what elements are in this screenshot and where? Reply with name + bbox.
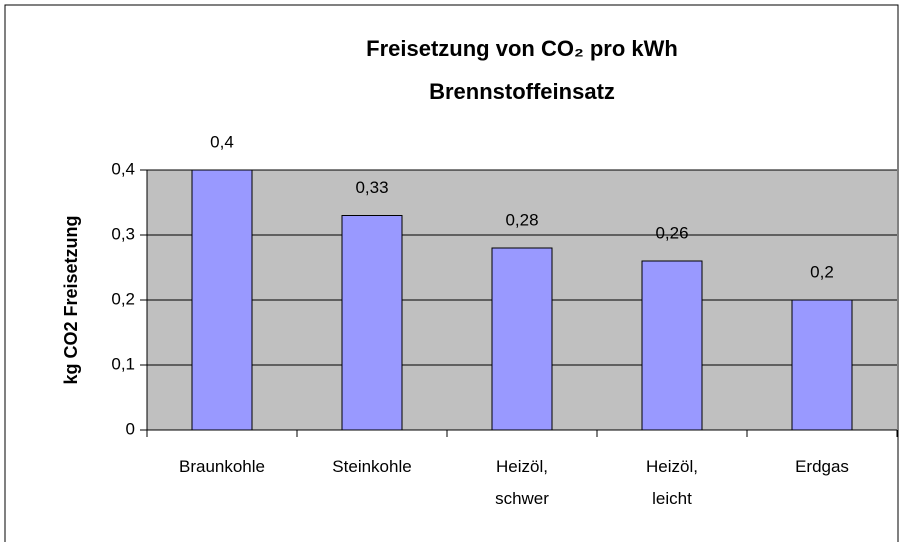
- x-tick-label: Heizöl, leicht: [646, 457, 698, 508]
- y-axis-label: kg CO2 Freisetzung: [61, 215, 81, 384]
- bar: [491, 247, 553, 431]
- value-label: 0,26: [655, 223, 688, 242]
- value-label: 0,4: [210, 132, 234, 151]
- bar: [191, 169, 253, 431]
- x-tick-label: Heizöl, schwer: [495, 457, 549, 508]
- value-label: 0,33: [355, 178, 388, 197]
- value-label: 0,28: [505, 210, 538, 229]
- bar: [641, 260, 703, 431]
- y-tick-label: 0,3: [111, 224, 135, 243]
- bar: [791, 299, 853, 431]
- y-tick-label: 0,4: [111, 159, 135, 178]
- x-tick-label: Erdgas: [795, 457, 849, 476]
- chart-title: Brennstoffeinsatz: [429, 79, 615, 104]
- y-tick-label: 0,2: [111, 289, 135, 308]
- x-tick-label: Steinkohle: [332, 457, 411, 476]
- chart-title: Freisetzung von CO₂ pro kWh: [366, 36, 678, 61]
- y-tick-label: 0,1: [111, 354, 135, 373]
- value-label: 0,2: [810, 262, 834, 281]
- y-tick-label: 0: [126, 419, 135, 438]
- bar: [341, 215, 403, 431]
- x-tick-label: Braunkohle: [179, 457, 265, 476]
